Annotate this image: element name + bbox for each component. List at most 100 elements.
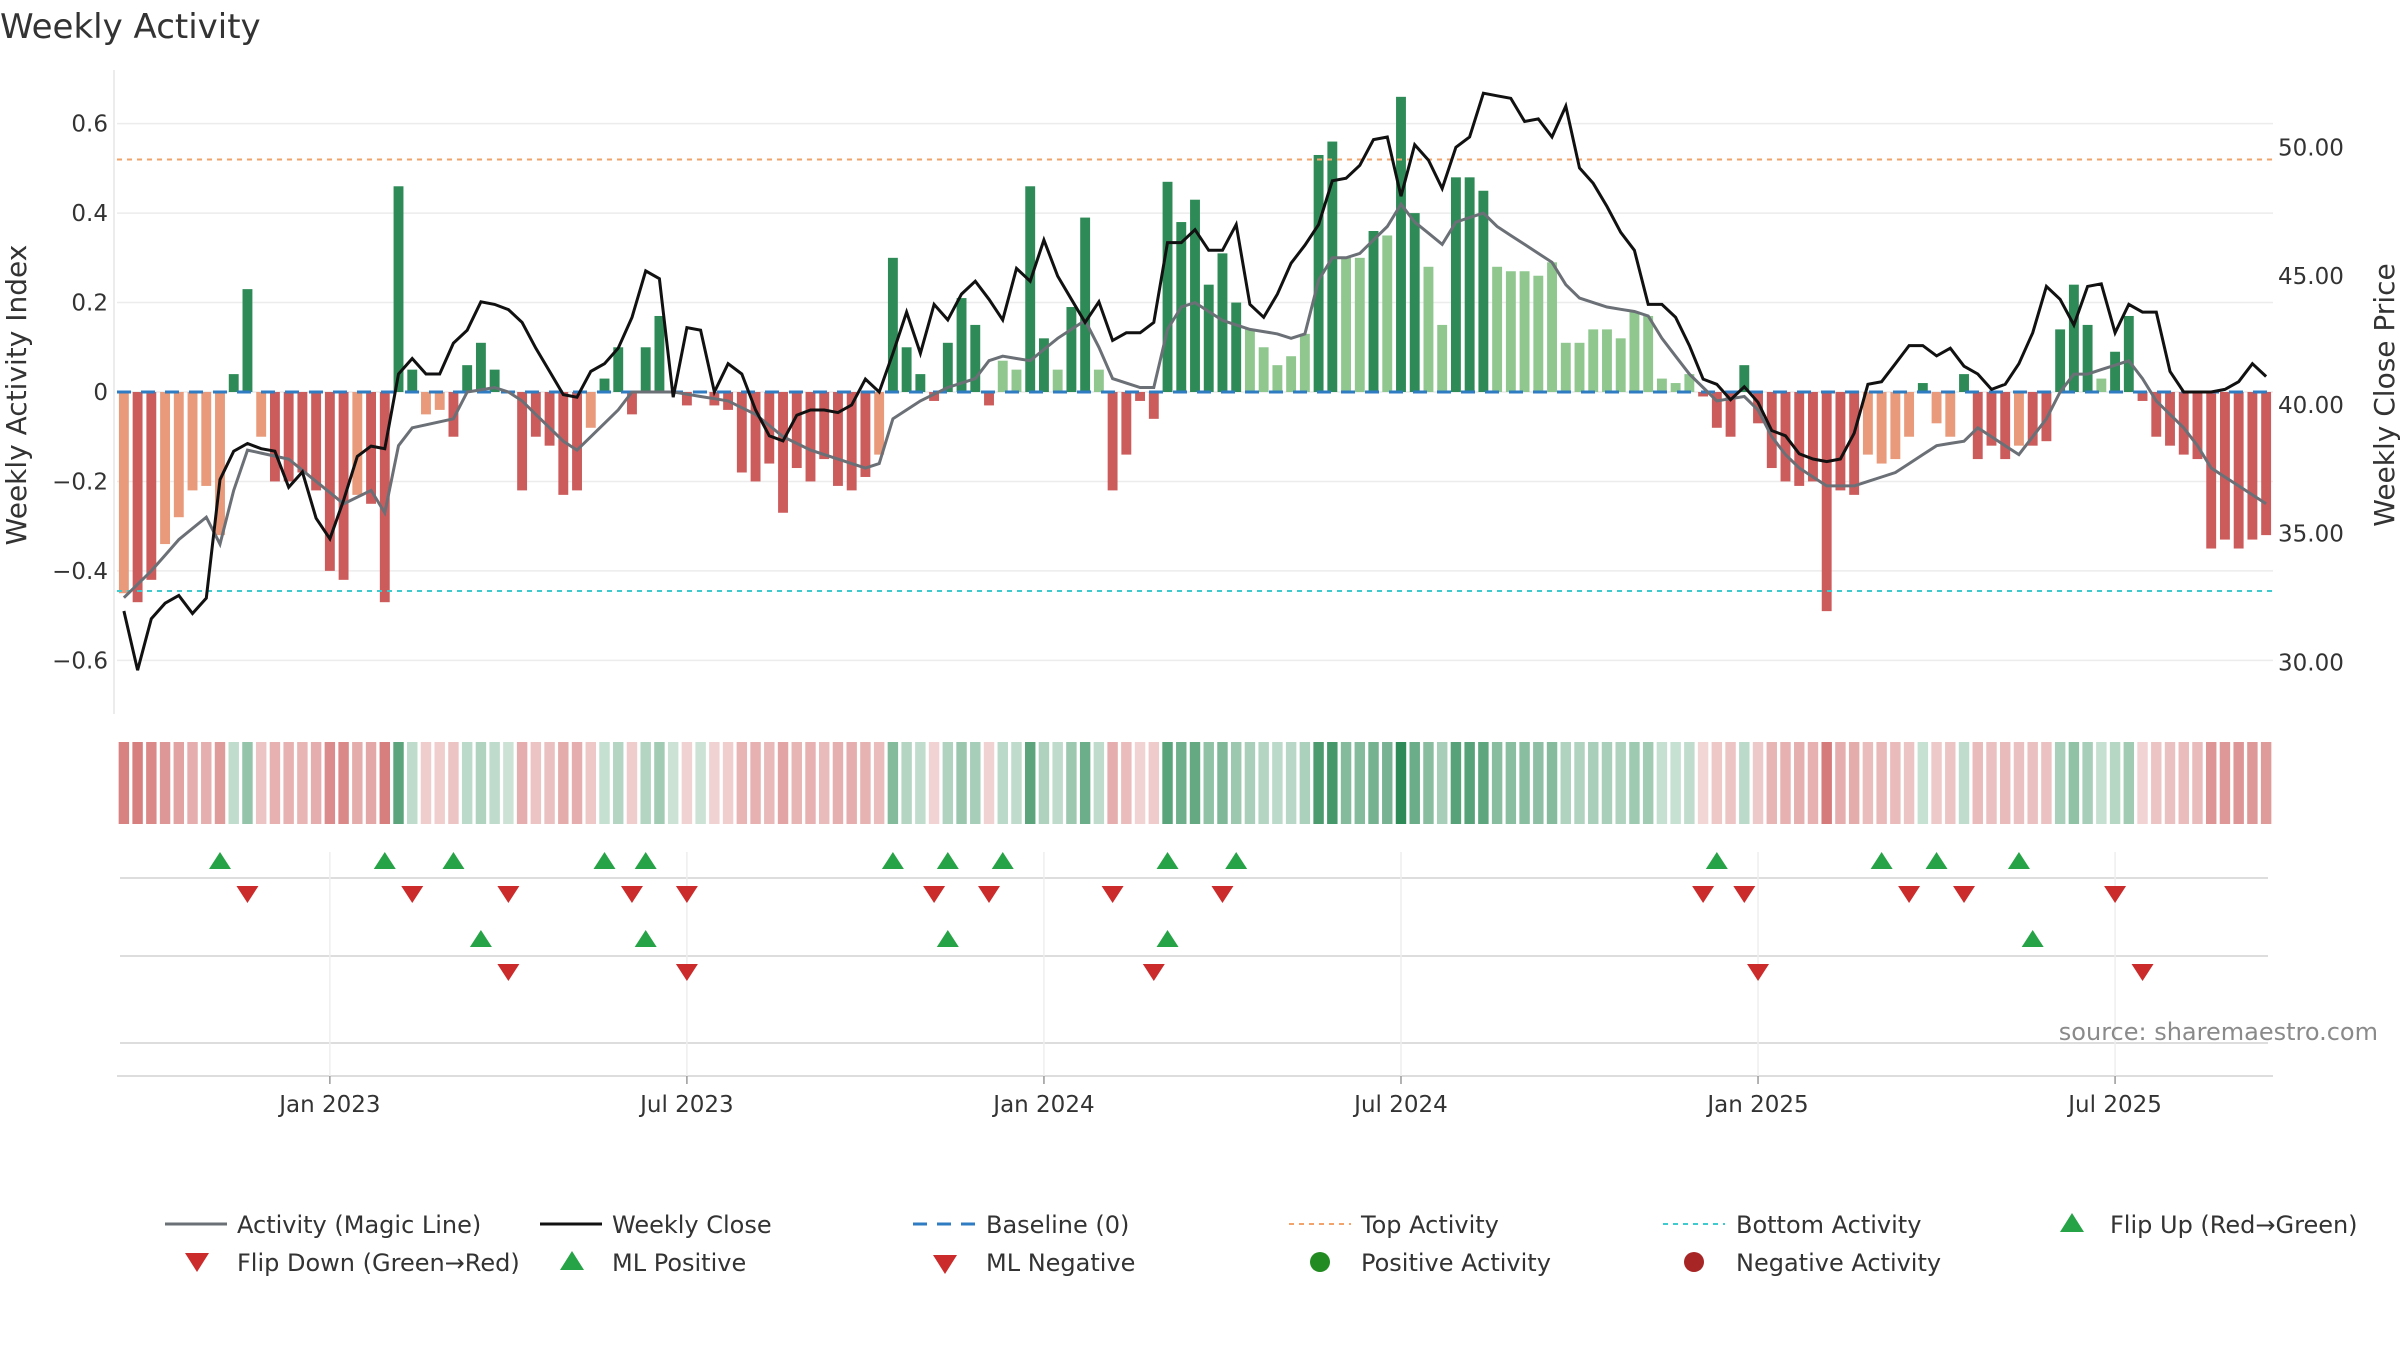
- activity-bar: [2219, 392, 2230, 540]
- activity-bar: [613, 347, 624, 392]
- activity-bar: [475, 342, 486, 392]
- heat-cell: [667, 742, 679, 824]
- activity-bar: [2137, 392, 2148, 401]
- legend-item-ml-positive: ML Positive: [560, 1249, 746, 1277]
- heat-cell: [1601, 742, 1613, 824]
- heat-cell: [873, 742, 885, 824]
- heat-cell: [187, 742, 198, 824]
- heat-cell: [1862, 742, 1874, 824]
- heat-cell: [352, 742, 363, 824]
- heat-cell: [832, 742, 844, 824]
- heat-cell: [819, 742, 830, 824]
- activity-bar: [297, 392, 308, 473]
- x-tick-label: Jul 2024: [1352, 1092, 1448, 1118]
- heat-cell: [805, 742, 816, 824]
- activity-bar: [1643, 315, 1654, 392]
- heat-cell: [1024, 742, 1036, 824]
- heat-cell: [1903, 742, 1915, 824]
- heat-cell: [201, 742, 212, 824]
- activity-bar: [1217, 253, 1228, 392]
- left-tick-label: −0.6: [52, 648, 108, 674]
- legend-label-ml-positive: ML Positive: [612, 1249, 746, 1277]
- activity-bar: [201, 392, 212, 486]
- activity-bar: [778, 392, 788, 513]
- heat-cell: [887, 742, 899, 824]
- heat-cell: [1697, 742, 1709, 824]
- activity-bar: [1107, 392, 1118, 491]
- heat-cell: [1093, 742, 1105, 824]
- heat-cell: [2178, 742, 2189, 824]
- right-tick-label: 30.00: [2278, 650, 2344, 676]
- heat-cell: [1230, 742, 1242, 824]
- flip-up-icon: [2060, 1213, 2084, 1232]
- activity-bar: [1025, 186, 1036, 392]
- activity-bar: [736, 392, 747, 473]
- activity-bar: [2192, 392, 2203, 460]
- heat-cell: [1656, 742, 1668, 824]
- activity-bar: [2096, 378, 2107, 392]
- flip-down-marker: [1898, 886, 1921, 903]
- heat-cell: [283, 742, 294, 824]
- activity-bar: [1505, 271, 1516, 392]
- activity-bar: [1258, 347, 1269, 392]
- heat-cell: [1890, 742, 1901, 824]
- heat-cell: [475, 742, 487, 824]
- flip-up-marker: [2021, 930, 2044, 947]
- flip-up-marker: [1156, 852, 1179, 869]
- activity-bar: [887, 257, 898, 392]
- legend-label-flip-up: Flip Up (Red→Green): [2110, 1211, 2358, 1239]
- legend-item-bottom-activity: Bottom Activity: [1663, 1211, 1921, 1239]
- activity-bar: [1560, 342, 1571, 392]
- activity-bar: [1162, 181, 1173, 392]
- heat-cell: [1780, 742, 1791, 824]
- heat-cell: [777, 742, 789, 824]
- activity-bar: [654, 315, 665, 392]
- activity-bar: [1753, 392, 1763, 424]
- activity-bar: [1670, 383, 1681, 392]
- heat-cell: [1148, 742, 1160, 824]
- heat-cell: [860, 742, 871, 824]
- right-tick-label: 40.00: [2278, 393, 2344, 419]
- flip-up-marker: [2007, 852, 2030, 869]
- heat-cell: [1931, 742, 1942, 824]
- heat-cell: [2054, 742, 2066, 824]
- flip-down-marker: [1211, 886, 1234, 903]
- heat-cell: [1711, 742, 1723, 824]
- activity-bar: [1808, 392, 1818, 482]
- heat-cell: [1848, 742, 1860, 824]
- activity-bar: [421, 392, 431, 415]
- left-tick-label: 0.6: [71, 112, 108, 138]
- y-axis-label-right: Weekly Close Price: [2368, 263, 2400, 526]
- activity-bar: [1794, 392, 1805, 486]
- heat-cell: [1546, 742, 1558, 824]
- heat-cell: [983, 742, 995, 824]
- heat-cell: [1382, 742, 1393, 824]
- activity-bar: [1656, 378, 1667, 392]
- x-tick-label: Jul 2023: [638, 1092, 734, 1118]
- activity-heat-strip: [118, 742, 2272, 824]
- activity-bar: [256, 392, 267, 437]
- heat-cell: [736, 742, 748, 824]
- activity-bar: [1093, 369, 1104, 392]
- activity-bar: [269, 392, 280, 482]
- heat-cell: [2219, 742, 2231, 824]
- activity-bar: [1972, 392, 1983, 460]
- right-tick-label: 45.00: [2278, 264, 2344, 290]
- heat-cell: [1436, 742, 1448, 824]
- flip-down-marker: [497, 886, 520, 903]
- heat-cell: [1588, 742, 1599, 824]
- heat-cell: [750, 742, 761, 824]
- activity-bar: [1368, 231, 1379, 392]
- activity-bars: [118, 96, 2272, 612]
- flip-up-marker: [1156, 930, 1179, 947]
- flip-up-marker: [373, 852, 396, 869]
- heat-cell: [1189, 742, 1201, 824]
- y-axis-label: Weekly Activity Index: [0, 245, 33, 546]
- heat-cell: [1038, 742, 1050, 824]
- activity-bar: [1986, 392, 1997, 446]
- left-tick-label: 0.2: [71, 291, 108, 317]
- heat-cell: [585, 742, 596, 824]
- activity-bar: [1148, 392, 1159, 419]
- activity-bar: [448, 392, 459, 437]
- flip-down-marker: [1747, 964, 1770, 981]
